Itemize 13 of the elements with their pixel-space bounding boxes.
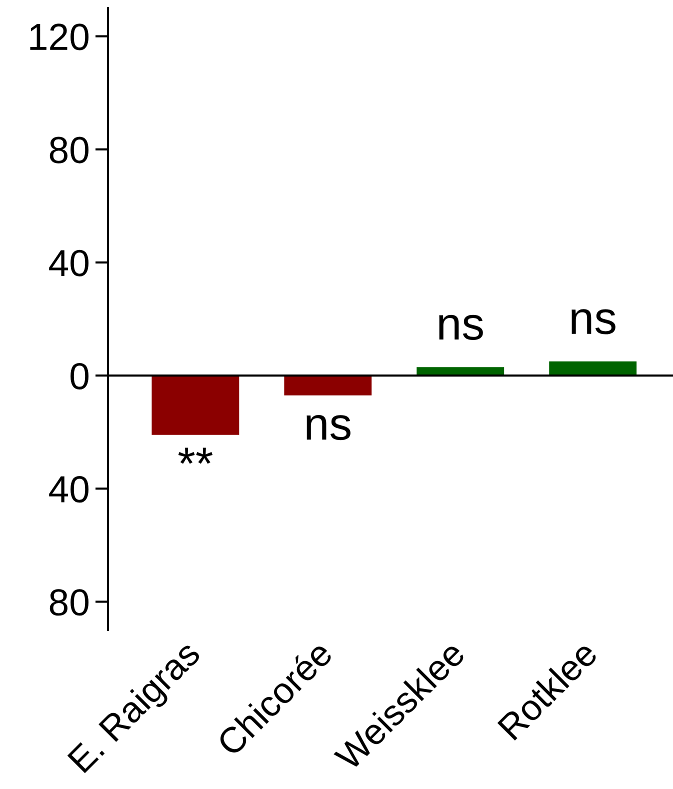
y-tick-label: 80 [50, 589, 88, 616]
bar [549, 361, 637, 376]
bar [284, 376, 372, 396]
annotation: ** [178, 448, 213, 464]
y-tick-label: 40 [49, 250, 88, 276]
y-tick-label: 0 [70, 362, 88, 390]
y-tick-label: 40 [49, 476, 88, 503]
annotation: ns [572, 309, 616, 334]
annotation: ns [306, 415, 350, 440]
y-tick-label: 80 [50, 136, 88, 164]
annotation: ns [439, 314, 483, 340]
y-tick-label: 120 [30, 24, 88, 50]
bar [152, 376, 240, 435]
